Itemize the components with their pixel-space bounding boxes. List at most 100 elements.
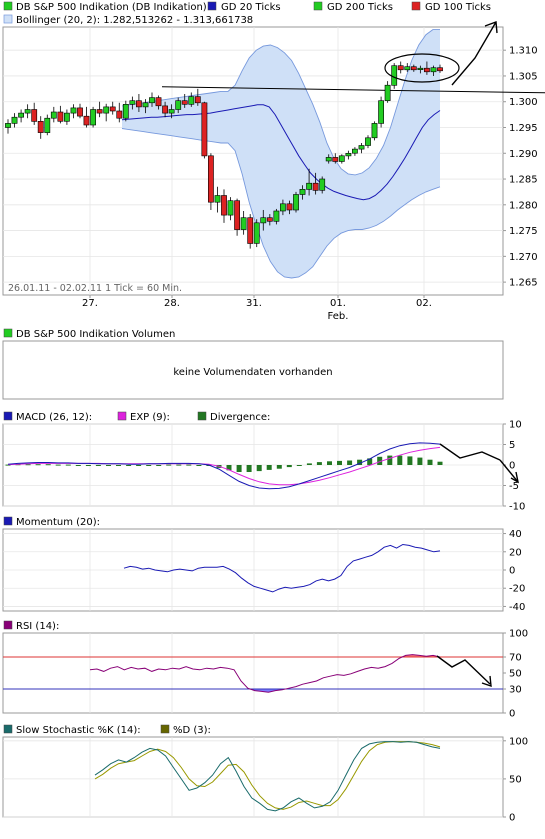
legend-main-title: DB S&P 500 Indikation (DB Indikation) — [16, 2, 207, 13]
rsi-frame — [2, 632, 504, 714]
candle-body — [404, 66, 411, 71]
candle-body — [371, 123, 378, 139]
volume-swatch — [3, 328, 13, 338]
macd-annotation-line — [439, 443, 501, 461]
macd-line — [7, 442, 441, 490]
annotation-ellipse — [384, 53, 460, 83]
candle-body — [430, 67, 437, 73]
stoch-d-swatch — [160, 724, 170, 734]
divergence-bar — [45, 464, 51, 466]
legend-bollinger-swatch — [3, 14, 13, 24]
candle-body — [181, 100, 188, 105]
macd-swatch — [3, 411, 13, 421]
range-note: 26.01.11 - 02.02.11 1 Tick = 60 Min. — [8, 283, 182, 294]
price-x-ticks: 27. 28. 31. 01. 02. Feb. — [82, 295, 432, 322]
price-y-ticks: 1.265 1.270 1.275 1.280 1.285 1.290 1.295 1.300… — [503, 46, 538, 289]
stoch-d-line — [94, 741, 441, 810]
candle-body — [57, 111, 64, 122]
candle-body — [378, 100, 384, 124]
candle-body — [149, 97, 155, 104]
macd-y-ticks: -10 -5 0 5 10 — [503, 420, 525, 513]
stoch-k-label: Slow Stochastic %K (14): — [16, 725, 141, 736]
bollinger-band — [122, 29, 440, 278]
candle-body — [103, 106, 110, 114]
candle-body — [266, 217, 273, 222]
y-tick-label: 20 — [509, 547, 522, 558]
momentum-y-ticks: -40 -20 0 20 40 — [503, 529, 525, 613]
candle-body — [279, 203, 286, 212]
legend-gd200-swatch — [313, 1, 323, 11]
macd-panel: MACD (26, 12): EXP (9): Divergence: -10-… — [2, 411, 525, 513]
candle-body — [338, 155, 345, 162]
exp-label: EXP (9): — [130, 412, 170, 423]
legend-bollinger: Bollinger (20, 2): 1.282,513262 - 1.313,… — [16, 15, 253, 26]
momentum-grid — [3, 529, 503, 611]
candle-body — [175, 100, 182, 110]
candle-body — [437, 67, 443, 72]
divergence-bar — [196, 465, 202, 466]
candle-body — [391, 65, 398, 86]
y-tick-label: 1.270 — [509, 252, 538, 263]
stoch-k-line — [94, 741, 441, 812]
candle-body — [345, 153, 352, 157]
y-tick-label: 0 — [509, 566, 515, 577]
x-tick-label: 27. — [82, 298, 98, 309]
divergence-bar — [437, 461, 443, 465]
legend-gd100-swatch — [411, 1, 421, 11]
x-tick-label: 02. — [416, 298, 432, 309]
divergence-bar — [286, 465, 292, 468]
divergence-bar — [417, 457, 423, 465]
candle-body — [397, 65, 404, 71]
divergence-bar — [246, 465, 252, 472]
volume-title: DB S&P 500 Indikation Volumen — [16, 329, 175, 340]
divergence-bar — [106, 465, 111, 466]
candle-body — [18, 112, 24, 118]
candle-body — [293, 194, 299, 211]
candle-body — [253, 222, 260, 244]
candle-body — [286, 203, 293, 211]
divergence-bar — [387, 455, 393, 465]
momentum-line — [123, 543, 441, 593]
gd20-line — [121, 104, 441, 201]
candle-body — [77, 107, 83, 117]
divergence-bar — [337, 460, 342, 465]
candle-body — [319, 178, 326, 191]
divergence-bar — [55, 464, 61, 466]
divergence-bar — [397, 455, 403, 465]
candle-body — [247, 217, 254, 244]
rsi-label: RSI (14): — [16, 621, 59, 632]
divergence-bar — [236, 465, 242, 472]
divergence-bar — [427, 459, 433, 465]
y-tick-label: 30 — [509, 685, 522, 696]
divergence-bar — [136, 465, 142, 466]
rsi-grid — [89, 633, 425, 713]
candle-body — [96, 109, 103, 114]
rsi-annotation-arrowhead — [481, 675, 492, 688]
candle-body — [155, 97, 162, 107]
y-tick-label: -40 — [509, 602, 525, 613]
divergence-bar — [226, 465, 232, 471]
candle-body — [168, 109, 175, 114]
divergence-bar — [166, 464, 172, 466]
y-tick-label: 100 — [509, 736, 528, 747]
divergence-bar — [276, 465, 282, 469]
divergence-bar — [146, 465, 152, 466]
stoch-y-ticks: 0 50 100 — [503, 736, 528, 824]
header-legend: DB S&P 500 Indikation (DB Indikation) GD… — [3, 1, 491, 26]
y-tick-label: 50 — [509, 774, 522, 785]
candle-body — [214, 195, 221, 203]
price-panel: 1.265 1.270 1.275 1.280 1.285 1.290 1.295 1.300… — [2, 21, 545, 322]
macd-annotation-arrow — [499, 459, 519, 483]
volume-message: keine Volumendaten vorhanden — [173, 367, 332, 378]
x-tick-label: 28. — [164, 298, 180, 309]
candle-body — [365, 137, 371, 146]
candle-body — [208, 155, 214, 203]
candle-body — [417, 67, 424, 70]
divergence-bar — [126, 465, 132, 466]
divergence-bar — [407, 456, 413, 465]
y-tick-label: 1.280 — [509, 200, 538, 211]
candle-body — [50, 111, 57, 119]
candle-body — [325, 157, 332, 162]
divergence-swatch — [197, 411, 207, 421]
volume-panel: DB S&P 500 Indikation Volumen keine Volu… — [2, 328, 504, 400]
